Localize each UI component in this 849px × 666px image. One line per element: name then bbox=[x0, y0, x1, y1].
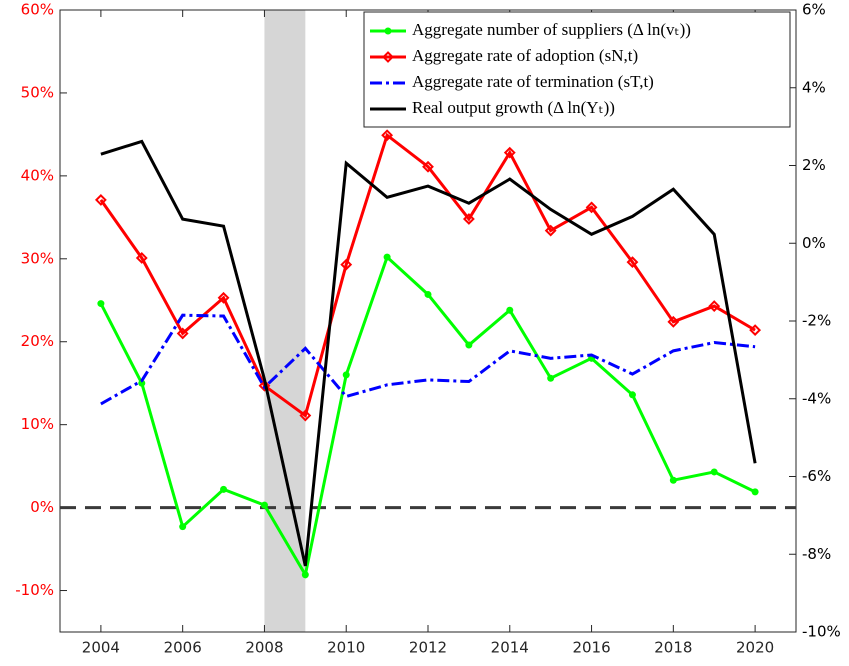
data-point bbox=[301, 571, 309, 579]
y-tick-label: -10% bbox=[15, 581, 54, 599]
y2-tick-label: -10% bbox=[802, 623, 841, 641]
y2-tick-label: -4% bbox=[802, 389, 831, 407]
data-point bbox=[138, 379, 146, 387]
y2-tick-label: -6% bbox=[802, 467, 831, 485]
y2-tick-label: 4% bbox=[802, 78, 826, 96]
legend-label: Real output growth (Δ ln(Yₜ)) bbox=[412, 98, 615, 117]
data-point bbox=[669, 476, 677, 484]
x-tick-label: 2004 bbox=[82, 639, 120, 657]
data-point bbox=[260, 501, 268, 509]
data-point bbox=[626, 256, 639, 269]
x-tick-label: 2016 bbox=[572, 639, 610, 657]
data-point bbox=[547, 374, 555, 382]
series-line bbox=[100, 139, 757, 567]
data-point bbox=[220, 485, 228, 493]
x-tick-label: 2014 bbox=[491, 639, 529, 657]
y-tick-label: 0% bbox=[30, 498, 54, 516]
y2-tick-label: -8% bbox=[802, 545, 831, 563]
data-point bbox=[708, 300, 721, 312]
data-point bbox=[751, 488, 759, 496]
data-point bbox=[340, 258, 353, 271]
data-point bbox=[506, 306, 514, 314]
data-point bbox=[258, 379, 271, 392]
y-tick-label: 50% bbox=[21, 83, 54, 101]
data-point bbox=[179, 523, 187, 531]
y-tick-label: 10% bbox=[21, 415, 54, 433]
data-point bbox=[710, 468, 718, 476]
data-point bbox=[462, 213, 475, 225]
data-point bbox=[503, 146, 516, 159]
y-tick-label: 20% bbox=[21, 332, 54, 350]
y-tick-label: 40% bbox=[21, 166, 54, 184]
data-point bbox=[299, 409, 312, 422]
y2-tick-label: 0% bbox=[802, 234, 826, 252]
y2-tick-label: 6% bbox=[802, 1, 826, 19]
data-point bbox=[381, 129, 394, 142]
x-tick-label: 2020 bbox=[736, 639, 774, 657]
legend-label: Aggregate rate of termination (sT,t) bbox=[412, 72, 654, 91]
data-point bbox=[667, 315, 680, 328]
data-point bbox=[94, 194, 107, 206]
data-point bbox=[628, 391, 636, 399]
data-point bbox=[422, 160, 434, 173]
y-tick-label: 30% bbox=[21, 249, 54, 267]
y2-tick-label: 2% bbox=[802, 156, 826, 174]
legend-label: Aggregate rate of adoption (sN,t) bbox=[412, 46, 638, 65]
series-line bbox=[99, 254, 756, 579]
series-line bbox=[99, 132, 756, 419]
data-point bbox=[465, 341, 473, 349]
y2-tick-label: -2% bbox=[802, 312, 831, 330]
data-point bbox=[217, 291, 230, 304]
data-point bbox=[424, 290, 432, 298]
data-point bbox=[383, 253, 391, 261]
x-tick-label: 2010 bbox=[327, 639, 365, 657]
x-tick-label: 2012 bbox=[409, 639, 447, 657]
data-point bbox=[749, 324, 762, 337]
legend-label: Aggregate number of suppliers (Δ ln(vₜ)) bbox=[412, 20, 691, 39]
legend-marker bbox=[382, 51, 394, 63]
x-tick-label: 2006 bbox=[164, 639, 202, 657]
series-line bbox=[100, 313, 756, 406]
data-point bbox=[97, 300, 105, 308]
x-tick-label: 2018 bbox=[654, 639, 692, 657]
data-point bbox=[342, 371, 350, 379]
data-point bbox=[585, 201, 598, 214]
data-point bbox=[544, 224, 557, 237]
legend-box bbox=[363, 11, 791, 128]
data-point bbox=[176, 327, 189, 340]
legend-marker bbox=[384, 27, 392, 35]
x-tick-label: 2008 bbox=[245, 639, 283, 657]
y-tick-label: 60% bbox=[21, 1, 54, 19]
data-point bbox=[135, 252, 148, 264]
